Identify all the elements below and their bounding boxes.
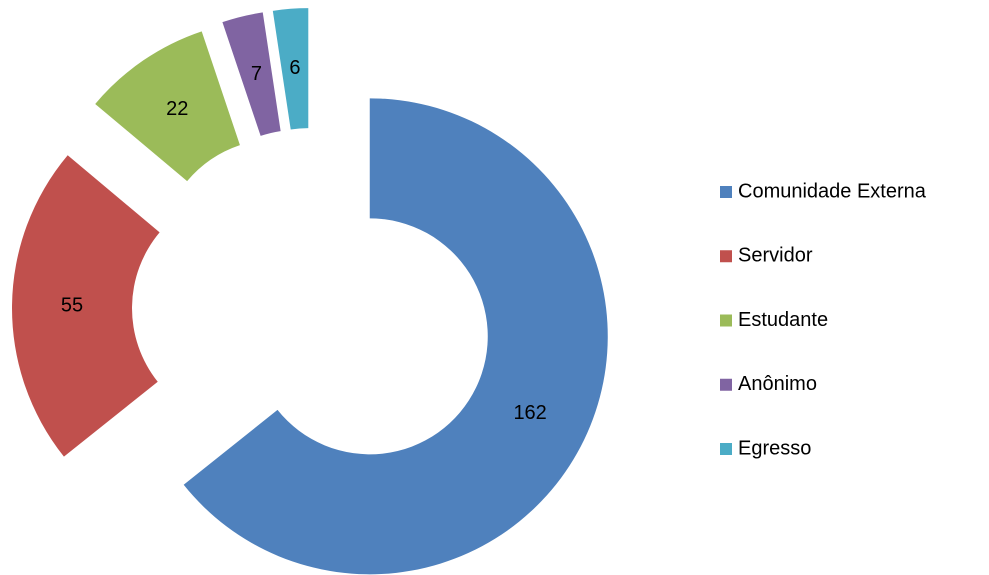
legend-swatch bbox=[720, 378, 732, 391]
legend-label: Egresso bbox=[738, 437, 811, 459]
legend-label: Anônimo bbox=[738, 373, 817, 395]
legend-swatch bbox=[720, 250, 732, 263]
data-label: 7 bbox=[251, 63, 262, 85]
data-label: 162 bbox=[513, 402, 546, 424]
data-label: 6 bbox=[289, 57, 300, 79]
legend-label: Servidor bbox=[738, 245, 813, 267]
legend-label: Comunidade Externa bbox=[738, 180, 927, 202]
legend-swatch bbox=[720, 314, 732, 327]
donut-slice bbox=[183, 98, 608, 575]
legend-swatch bbox=[720, 186, 732, 198]
legend-label: Estudante bbox=[738, 309, 828, 331]
donut-slice bbox=[12, 155, 160, 457]
legend-swatch bbox=[720, 443, 732, 455]
donut-slice bbox=[272, 8, 309, 130]
donut-slice bbox=[222, 12, 281, 136]
data-label: 55 bbox=[61, 294, 83, 316]
donut-slice bbox=[95, 31, 240, 182]
data-label: 22 bbox=[166, 98, 188, 120]
